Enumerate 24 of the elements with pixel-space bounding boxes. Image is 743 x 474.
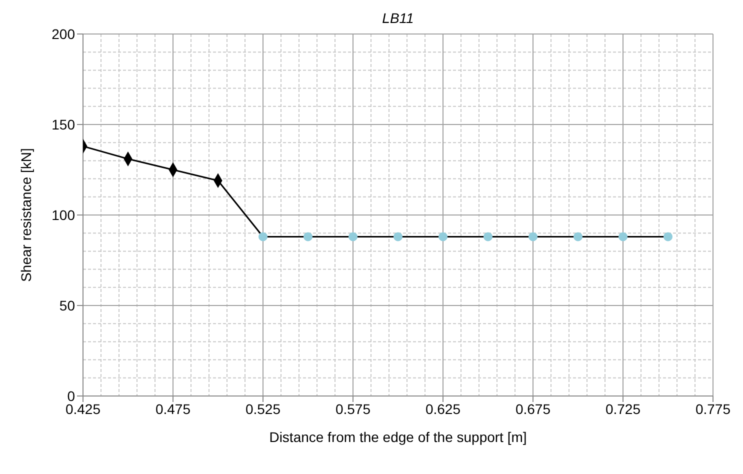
chart-title: LB11 [381, 10, 415, 26]
point [528, 232, 538, 242]
y-tick-label: 150 [52, 116, 76, 132]
point [573, 232, 583, 242]
point [438, 232, 448, 242]
x-tick-label: 0.575 [335, 400, 371, 417]
point [483, 232, 493, 242]
point [393, 232, 403, 242]
x-tick-label: 0.525 [245, 400, 281, 417]
point [303, 232, 313, 242]
y-tick-label: 200 [52, 26, 76, 42]
y-axis-title: Shear resistance [kN] [18, 148, 34, 282]
x-tick-label: 0.475 [155, 400, 191, 417]
y-tick-label: 100 [52, 206, 76, 223]
point [258, 232, 268, 242]
point [663, 232, 673, 242]
x-tick-label: 0.625 [425, 400, 461, 417]
x-tick-label: 0.675 [515, 400, 551, 417]
x-axis-title: Distance from the edge of the support [m] [269, 429, 527, 445]
x-tick-label: 0.775 [695, 400, 731, 417]
y-tick-label: 50 [59, 297, 76, 314]
x-tick-label: 0.725 [605, 400, 641, 417]
point [348, 232, 358, 242]
point [618, 232, 628, 242]
